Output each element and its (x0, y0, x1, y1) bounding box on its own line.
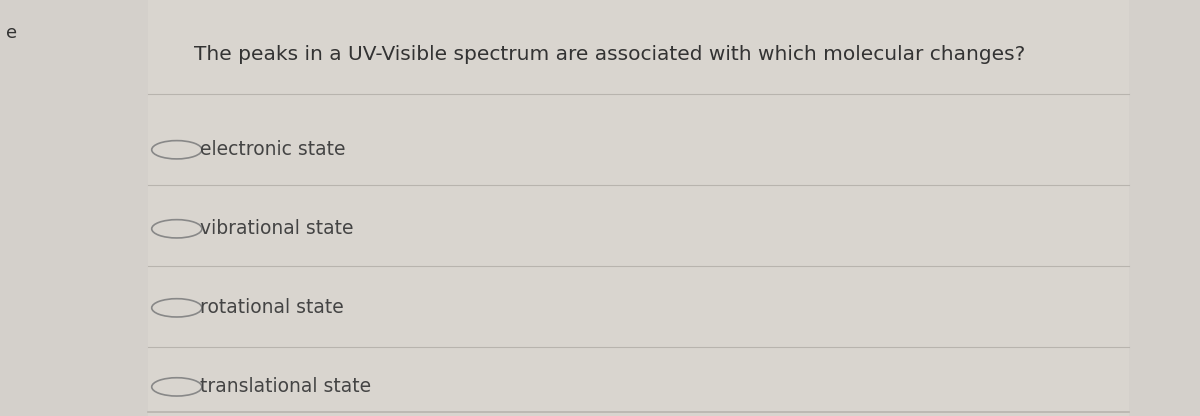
Text: e: e (6, 24, 17, 42)
Text: electronic state: electronic state (199, 140, 346, 159)
Text: translational state: translational state (199, 377, 371, 396)
FancyBboxPatch shape (149, 0, 1129, 416)
Text: rotational state: rotational state (199, 298, 343, 317)
Text: The peaks in a UV-Visible spectrum are associated with which molecular changes?: The peaks in a UV-Visible spectrum are a… (194, 45, 1025, 64)
Text: vibrational state: vibrational state (199, 219, 353, 238)
